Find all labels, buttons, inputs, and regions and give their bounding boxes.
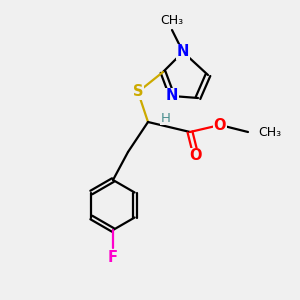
Text: CH₃: CH₃ [258,125,281,139]
Text: N: N [177,44,189,59]
Text: S: S [133,85,143,100]
Text: N: N [166,88,178,104]
Text: CH₃: CH₃ [160,14,184,26]
Text: H: H [161,112,171,124]
Text: O: O [190,148,202,164]
Text: O: O [214,118,226,133]
Text: F: F [108,250,118,266]
